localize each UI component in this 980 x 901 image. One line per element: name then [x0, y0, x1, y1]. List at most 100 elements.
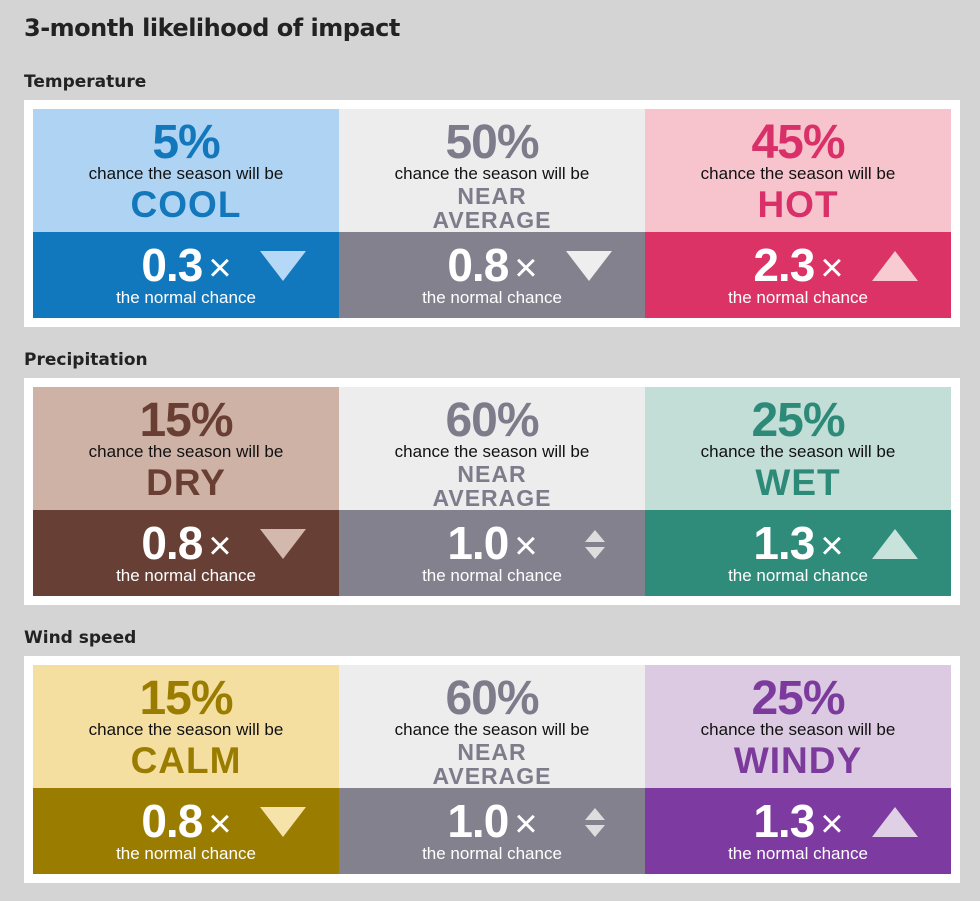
- outcome-cell: 45% chance the season will be HOT 2.3 × th…: [645, 109, 951, 318]
- probability-box: 15% chance the season will be CALM: [33, 665, 339, 789]
- times-sign: ×: [208, 802, 231, 847]
- up-down-arrow-icon: [585, 530, 605, 560]
- outcome-label: NEAR AVERAGE: [339, 184, 645, 232]
- times-sign: ×: [820, 802, 843, 847]
- probability-box: 5% chance the season will be COOL: [33, 109, 339, 233]
- outcome-cell: 25% chance the season will be WET 1.3 × th…: [645, 387, 951, 596]
- outcome-label: NEAR AVERAGE: [339, 740, 645, 788]
- multiplier: 2.3 ×: [645, 242, 951, 288]
- probability-box: 25% chance the season will be WINDY: [645, 665, 951, 789]
- chance-text: chance the season will be: [700, 442, 896, 461]
- probability-box: 60% chance the season will be NEAR AVERAGE: [339, 665, 645, 789]
- times-sign: ×: [208, 524, 231, 569]
- times-sign: ×: [208, 246, 231, 291]
- probability-percent: 15%: [139, 672, 233, 725]
- multiplier-box: 0.3 × the normal chance: [33, 232, 339, 318]
- up-triangle-icon: [872, 251, 918, 282]
- outcome-cell: 50% chance the season will be NEAR AVERAGE…: [339, 109, 645, 318]
- normal-chance-text: the normal chance: [116, 844, 256, 864]
- up-triangle-icon: [872, 529, 918, 560]
- down-triangle-icon: [260, 251, 306, 282]
- page-title: 3-month likelihood of impact: [24, 14, 400, 42]
- section-panel: 15% chance the season will be DRY 0.8 × th…: [24, 378, 960, 605]
- multiplier: 1.3 ×: [645, 520, 951, 566]
- multiplier-value: 0.3: [141, 239, 203, 292]
- probability-percent: 60%: [445, 672, 539, 725]
- probability-box: 15% chance the season will be DRY: [33, 387, 339, 511]
- multiplier: 0.8 ×: [33, 798, 339, 844]
- multiplier-box: 1.0 × the normal chance: [339, 788, 645, 874]
- outcome-label-word: NEAR: [457, 461, 527, 487]
- normal-chance-text: the normal chance: [422, 566, 562, 586]
- probability-percent: 45%: [751, 116, 845, 169]
- chance-text: chance the season will be: [700, 720, 896, 739]
- down-triangle-icon: [260, 529, 306, 560]
- outcome-label-word: NEAR: [457, 739, 527, 765]
- multiplier-box: 0.8 × the normal chance: [339, 232, 645, 318]
- multiplier: 1.3 ×: [645, 798, 951, 844]
- probability-box: 60% chance the season will be NEAR AVERAGE: [339, 387, 645, 511]
- multiplier-box: 1.0 × the normal chance: [339, 510, 645, 596]
- multiplier-value: 0.8: [141, 517, 203, 570]
- section-title: Wind speed: [24, 628, 137, 648]
- outcome-label: COOL: [130, 184, 242, 225]
- probability-box: 45% chance the season will be HOT: [645, 109, 951, 233]
- chance-text: chance the season will be: [88, 720, 284, 739]
- probability-percent: 60%: [445, 394, 539, 447]
- times-sign: ×: [820, 524, 843, 569]
- outcome-cell: 25% chance the season will be WINDY 1.3 × …: [645, 665, 951, 874]
- outcome-label: HOT: [757, 184, 839, 225]
- chance-text: chance the season will be: [88, 442, 284, 461]
- section-title: Precipitation: [24, 350, 148, 370]
- chance-text: chance the season will be: [394, 720, 590, 739]
- section-panel: 5% chance the season will be COOL 0.3 × th…: [24, 100, 960, 327]
- multiplier: 1.0 ×: [339, 520, 645, 566]
- multiplier-value: 1.3: [753, 517, 815, 570]
- outcome-cell: 60% chance the season will be NEAR AVERAGE…: [339, 387, 645, 596]
- outcome-label-word: AVERAGE: [432, 207, 552, 233]
- normal-chance-text: the normal chance: [422, 288, 562, 308]
- outcome-label: DRY: [146, 462, 226, 503]
- multiplier: 0.8 ×: [33, 520, 339, 566]
- times-sign: ×: [514, 802, 537, 847]
- probability-percent: 50%: [445, 116, 539, 169]
- multiplier-box: 0.8 × the normal chance: [33, 788, 339, 874]
- outcome-label-word: NEAR: [457, 183, 527, 209]
- multiplier-value: 1.3: [753, 795, 815, 848]
- outcome-cell: 5% chance the season will be COOL 0.3 × th…: [33, 109, 339, 318]
- multiplier-box: 1.3 × the normal chance: [645, 510, 951, 596]
- section-panel: 15% chance the season will be CALM 0.8 × t…: [24, 656, 960, 883]
- multiplier: 1.0 ×: [339, 798, 645, 844]
- multiplier-value: 0.8: [447, 239, 509, 292]
- times-sign: ×: [514, 524, 537, 569]
- normal-chance-text: the normal chance: [422, 844, 562, 864]
- multiplier: 0.3 ×: [33, 242, 339, 288]
- chance-text: chance the season will be: [394, 442, 590, 461]
- multiplier-value: 1.0: [447, 795, 509, 848]
- outcome-label-word: AVERAGE: [432, 763, 552, 789]
- outcome-cell: 60% chance the season will be NEAR AVERAGE…: [339, 665, 645, 874]
- outcome-label: NEAR AVERAGE: [339, 462, 645, 510]
- probability-box: 50% chance the season will be NEAR AVERAGE: [339, 109, 645, 233]
- probability-box: 25% chance the season will be WET: [645, 387, 951, 511]
- chance-text: chance the season will be: [88, 164, 284, 183]
- times-sign: ×: [514, 246, 537, 291]
- chance-text: chance the season will be: [700, 164, 896, 183]
- times-sign: ×: [820, 246, 843, 291]
- outcome-label: WINDY: [733, 740, 863, 781]
- chance-text: chance the season will be: [394, 164, 590, 183]
- section-title: Temperature: [24, 72, 147, 92]
- normal-chance-text: the normal chance: [728, 566, 868, 586]
- multiplier-value: 0.8: [141, 795, 203, 848]
- multiplier-box: 2.3 × the normal chance: [645, 232, 951, 318]
- outcome-cell: 15% chance the season will be DRY 0.8 × th…: [33, 387, 339, 596]
- normal-chance-text: the normal chance: [728, 844, 868, 864]
- up-triangle-icon: [872, 807, 918, 838]
- probability-percent: 5%: [152, 116, 220, 169]
- outcome-label: CALM: [130, 740, 242, 781]
- probability-percent: 25%: [751, 672, 845, 725]
- down-triangle-icon: [260, 807, 306, 838]
- outcome-label: WET: [755, 462, 841, 503]
- up-down-arrow-icon: [585, 808, 605, 838]
- multiplier: 0.8 ×: [339, 242, 645, 288]
